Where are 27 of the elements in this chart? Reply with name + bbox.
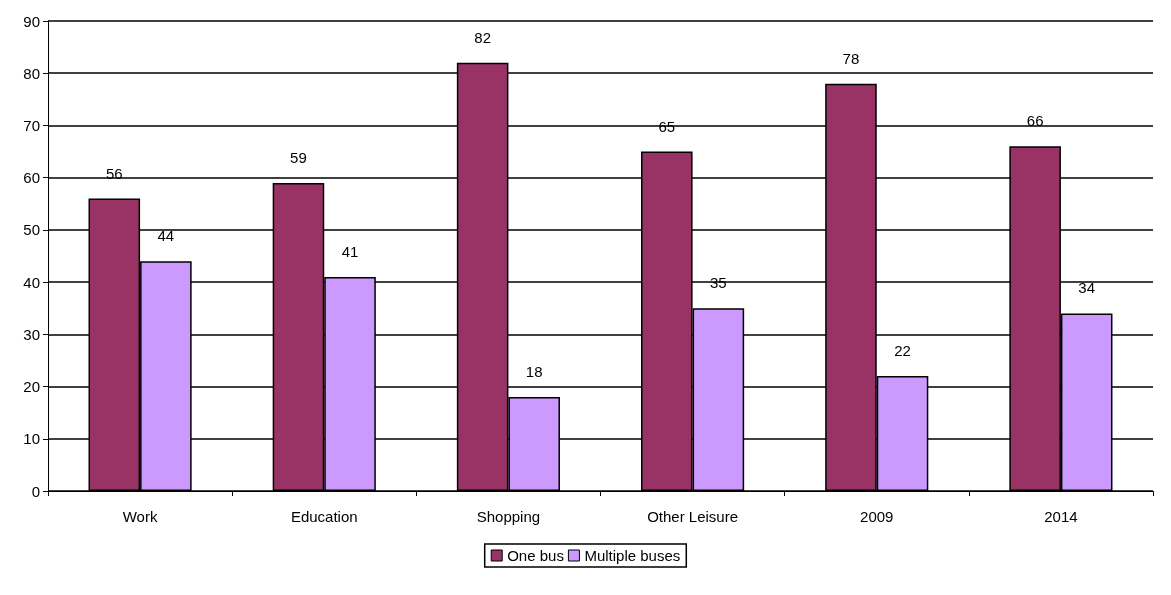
data-label: 22 [894, 342, 911, 360]
y-tick-label: 0 [31, 482, 40, 500]
x-tick-label: Shopping [476, 508, 541, 525]
x-tick-label: 2014 [1044, 508, 1078, 525]
data-label: 34 [1078, 279, 1096, 297]
legend-label: One bus [507, 547, 564, 564]
data-label: 18 [525, 363, 543, 380]
data-label: 44 [157, 227, 175, 245]
y-tick-label: 20 [23, 378, 40, 396]
y-tick-label: 10 [23, 430, 40, 448]
data-label: 78 [842, 49, 860, 67]
legend-label: Multiple buses [584, 547, 681, 564]
data-label: 82 [474, 28, 491, 46]
data-label: 59 [290, 148, 307, 166]
y-tick-label: 40 [23, 273, 40, 291]
x-tick-label: 2009 [860, 508, 894, 525]
y-tick-label: 80 [23, 64, 40, 82]
x-tick-label: Other Leisure [647, 508, 739, 525]
data-label: 41 [341, 242, 359, 260]
x-tick-label: Work [122, 508, 158, 525]
y-tick-label: 90 [23, 12, 40, 30]
x-tick-label: Education [290, 508, 358, 525]
data-label: 66 [1026, 112, 1044, 130]
y-tick-label: 70 [23, 116, 40, 134]
y-tick-label: 60 [23, 169, 40, 187]
y-tick-label: 50 [23, 221, 40, 239]
y-tick-label: 30 [23, 325, 40, 343]
